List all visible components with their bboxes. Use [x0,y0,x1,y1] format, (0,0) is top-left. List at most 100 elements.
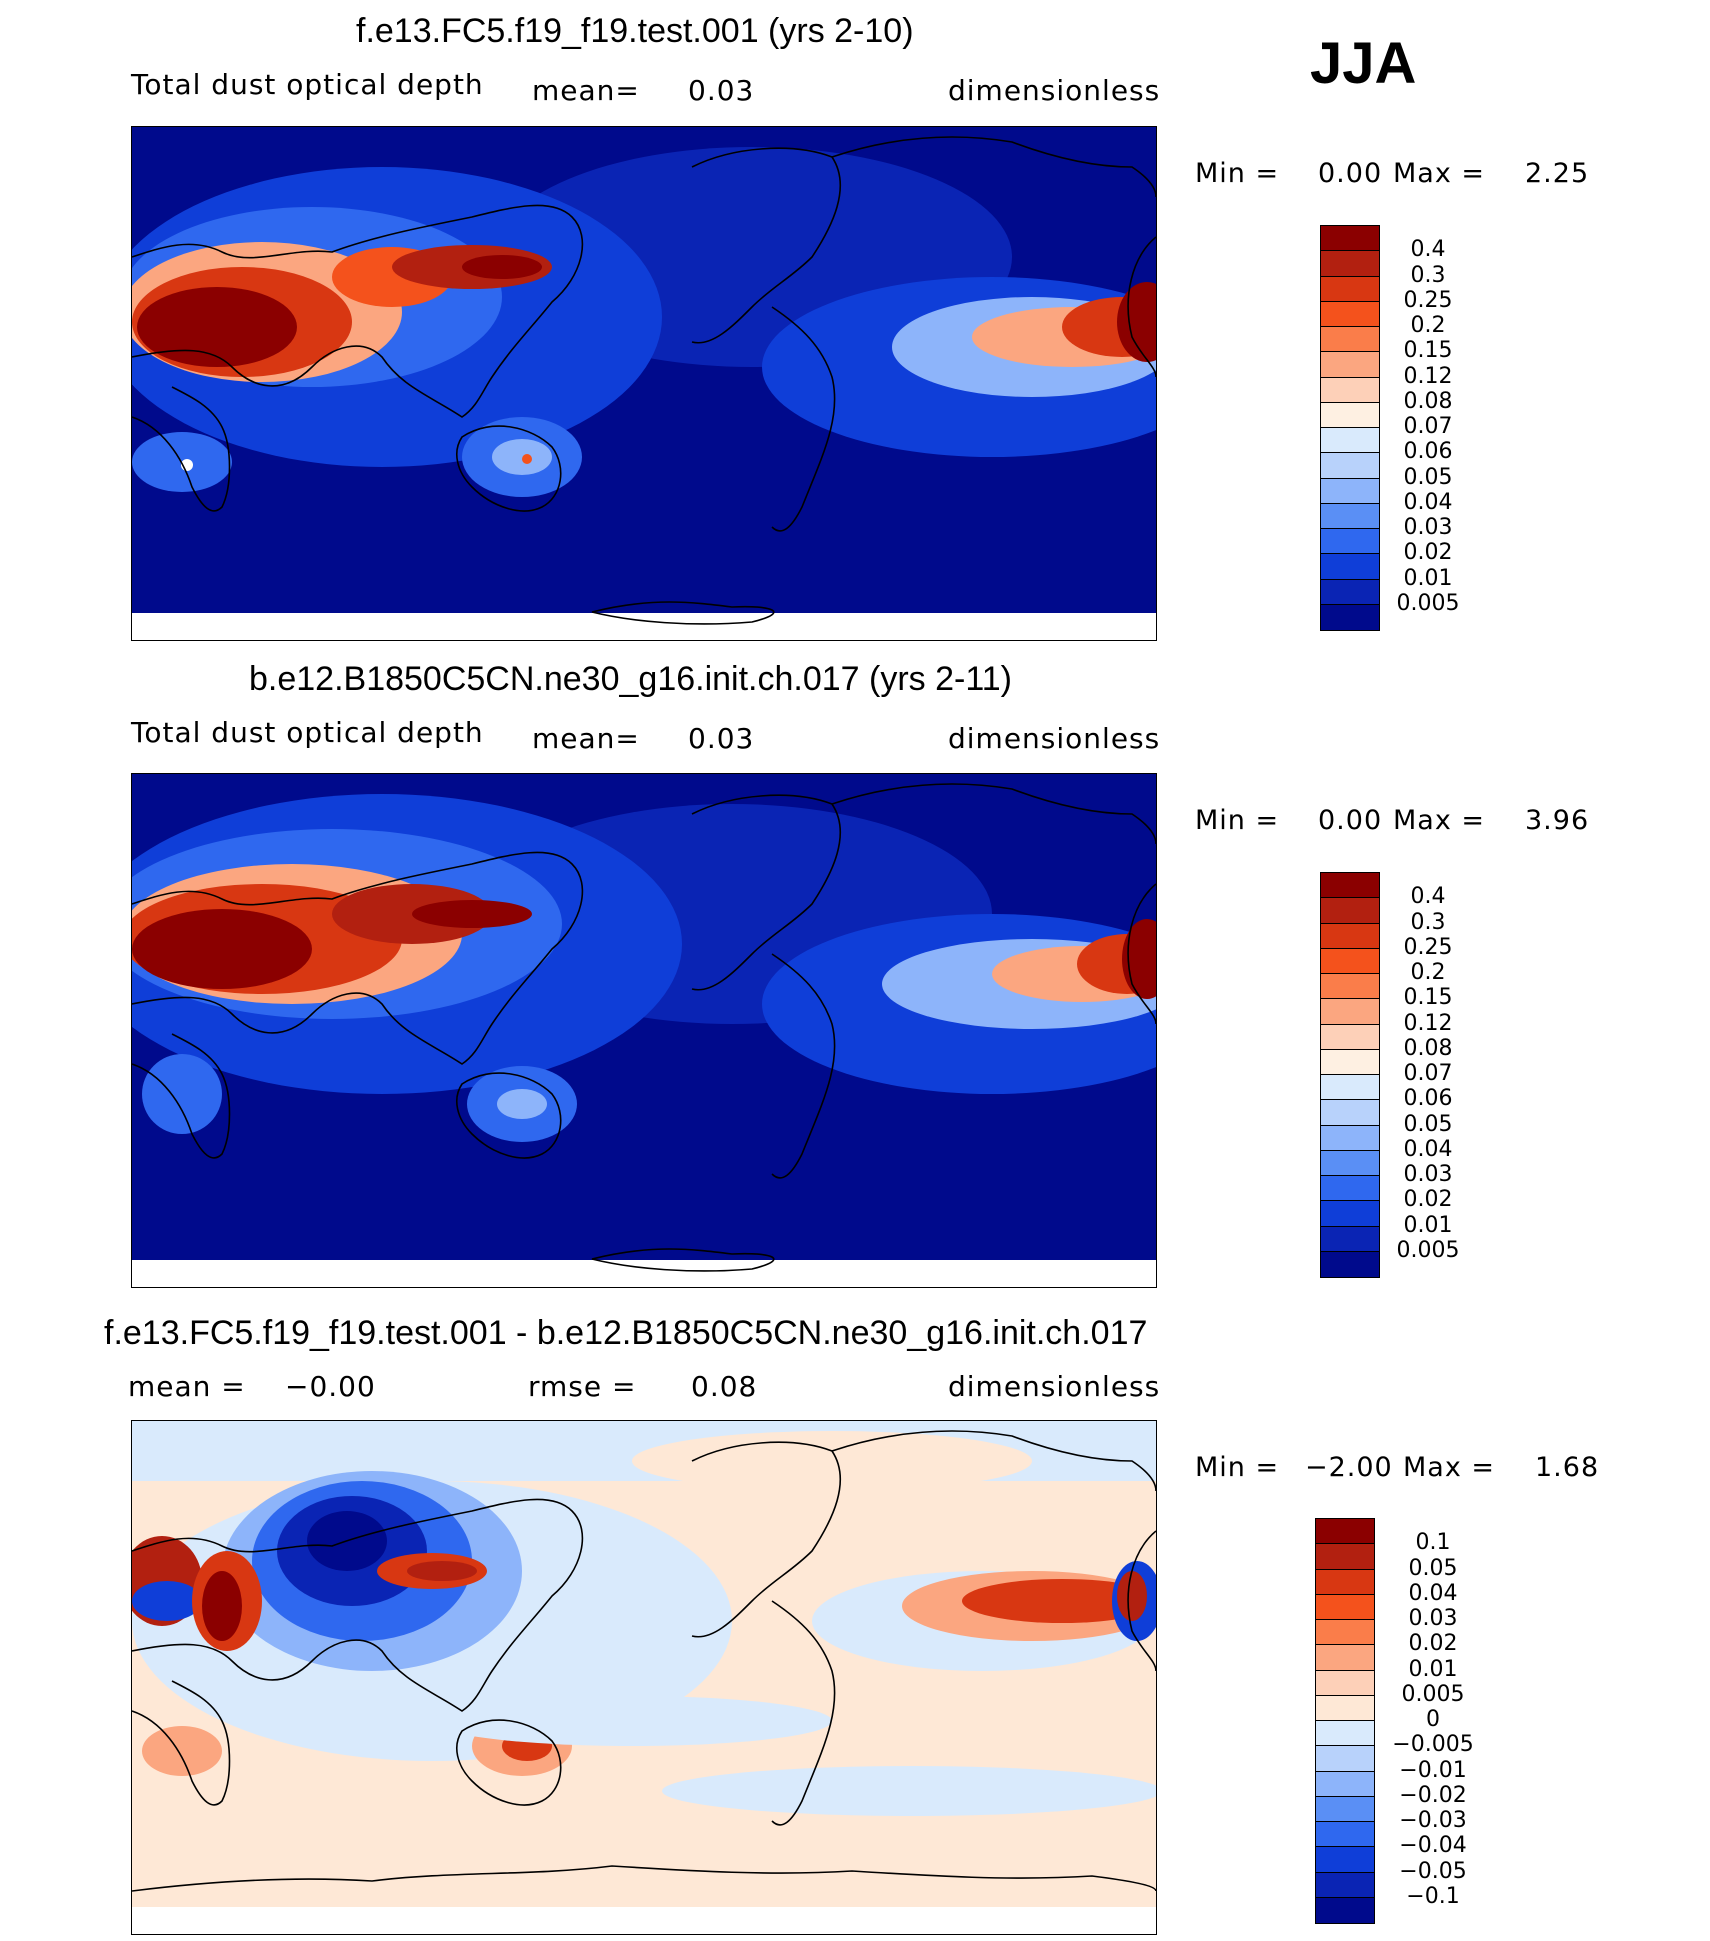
colorbar-swatch [1321,377,1379,403]
panel1-max-label: Max = [1393,158,1486,189]
colorbar-tick-label: −0.1 [1406,1883,1460,1909]
colorbar-swatch [1321,1049,1379,1075]
colorbar-swatch [1321,604,1379,630]
colorbar-swatch [1316,1746,1374,1772]
panel1-title: f.e13.FC5.f19_f19.test.001 (yrs 2-10) [356,12,914,50]
colorbar-swatch [1321,873,1379,899]
colorbar-swatch [1321,999,1379,1025]
panel3-mean-label: mean = [128,1370,246,1403]
colorbar-tick-label: 0.02 [1403,1187,1453,1213]
panel1-variable: Total dust optical depth [131,68,484,101]
colorbar-tick-label: 0.15 [1403,338,1453,364]
colorbar-swatch [1321,428,1379,454]
colorbar-tick-label: 0.05 [1408,1555,1458,1581]
panel1-coastlines [132,136,1156,625]
colorbar-swatch [1321,1024,1379,1050]
colorbar-swatch [1321,453,1379,479]
colorbar-tick-label: 0.07 [1403,414,1453,439]
colorbar-tick-label: 0.03 [1403,1162,1453,1187]
colorbar-tick-label: 0.06 [1403,1086,1453,1112]
colorbar-swatch [1321,226,1379,252]
colorbar-tick-label: 0.4 [1410,237,1446,263]
colorbar-tick-label: 0.04 [1403,489,1453,515]
colorbar-tick-label: 0.05 [1403,464,1453,490]
colorbar-swatch [1321,554,1379,580]
colorbar-swatch [1316,1872,1374,1898]
panel3-map [131,1420,1157,1935]
colorbar-swatch [1321,1075,1379,1101]
colorbar-tick-label: 0.1 [1415,1530,1451,1556]
colorbar-tick-label: −0.01 [1399,1757,1467,1783]
colorbar-swatch [1321,898,1379,924]
colorbar-tick-label: 0.12 [1403,363,1453,389]
panel2-min-label: Min = [1195,805,1280,836]
colorbar-swatch [1316,1569,1374,1595]
panel1-min-label: Min = [1195,158,1280,189]
colorbar-swatch [1316,1695,1374,1721]
colorbar-swatch [1316,1771,1374,1797]
panel3-rmse-label: rmse = [528,1370,637,1403]
panel1-colorbar [1320,225,1380,631]
colorbar-tick-label: 0.03 [1408,1606,1458,1631]
panel2-colorbar [1320,872,1380,1278]
colorbar-swatch [1316,1519,1374,1545]
colorbar-tick-label: 0.01 [1403,1212,1453,1238]
panel1-max-value: 2.25 [1525,158,1590,189]
colorbar-swatch [1316,1847,1374,1873]
colorbar-swatch [1316,1594,1374,1620]
colorbar-swatch [1321,503,1379,529]
colorbar-tick-label: 0.005 [1401,1681,1465,1707]
colorbar-swatch [1316,1645,1374,1671]
colorbar-swatch [1321,529,1379,555]
colorbar-tick-label: 0.07 [1403,1061,1453,1086]
panel3-min-value: −2.00 [1305,1452,1393,1483]
panel3-coastlines [132,1430,1156,1892]
colorbar-tick-label: −0.05 [1399,1858,1467,1884]
colorbar-swatch [1321,327,1379,353]
panel2-mean-value: 0.03 [688,722,755,755]
panel1-units: dimensionless [948,74,1161,107]
panel2-dust-field [132,794,1156,1142]
colorbar-swatch [1321,1150,1379,1176]
colorbar-tick-label: 0.15 [1403,985,1453,1011]
colorbar-swatch [1321,579,1379,605]
colorbar-swatch [1321,402,1379,428]
colorbar-tick-label: 0.01 [1408,1656,1458,1682]
colorbar-tick-label: 0.005 [1396,1237,1460,1263]
colorbar-swatch [1321,478,1379,504]
panel3-rmse-value: 0.08 [691,1370,758,1403]
colorbar-tick-label: 0.04 [1403,1136,1453,1162]
colorbar-swatch [1321,301,1379,327]
colorbar-tick-label: 0.03 [1403,515,1453,540]
panel1-dust-field [132,147,1156,497]
panel3-colorbar [1315,1518,1375,1924]
colorbar-tick-label: 0.04 [1408,1580,1458,1606]
colorbar-tick-label: −0.005 [1392,1732,1474,1758]
colorbar-swatch [1321,352,1379,378]
colorbar-swatch [1321,1226,1379,1252]
colorbar-swatch [1321,1100,1379,1126]
colorbar-swatch [1321,948,1379,974]
colorbar-tick-label: 0.3 [1410,262,1446,288]
colorbar-tick-label: 0.2 [1410,960,1446,985]
panel2-min-value: 0.00 [1318,805,1383,836]
colorbar-swatch [1321,1251,1379,1277]
colorbar-swatch [1321,1176,1379,1202]
colorbar-swatch [1321,974,1379,1000]
colorbar-tick-label: 0.25 [1403,287,1453,313]
panel3-max-label: Max = [1403,1452,1496,1483]
colorbar-tick-label: 0.08 [1403,1035,1453,1061]
colorbar-tick-label: 0 [1426,1707,1440,1732]
colorbar-tick-label: 0.06 [1403,439,1453,465]
panel3-units: dimensionless [948,1370,1161,1403]
colorbar-swatch [1321,1125,1379,1151]
colorbar-swatch [1321,276,1379,302]
colorbar-tick-label: 0.25 [1403,934,1453,960]
panel2-units: dimensionless [948,722,1161,755]
colorbar-swatch [1316,1544,1374,1570]
panel2-variable: Total dust optical depth [131,716,484,749]
panel2-mean-label: mean= [532,722,640,755]
colorbar-tick-label: −0.02 [1399,1782,1467,1808]
colorbar-tick-label: 0.2 [1410,313,1446,338]
panel1-mean-label: mean= [532,74,640,107]
